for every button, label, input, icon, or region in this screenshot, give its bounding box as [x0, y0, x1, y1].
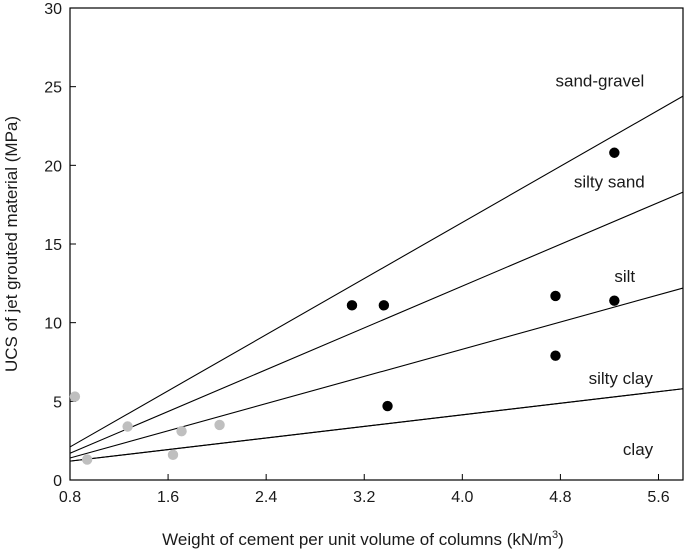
x-axis-label: Weight of cement per unit volume of colu…	[162, 529, 564, 549]
data-point	[346, 300, 358, 311]
data-point	[609, 147, 620, 158]
x-tick-label: 0.8	[59, 489, 81, 506]
x-tick-label: 4.8	[549, 489, 571, 506]
data-point	[382, 400, 393, 412]
data-point	[167, 449, 179, 461]
fit-line-clay	[69, 388, 684, 462]
y-tick-label: 15	[44, 237, 62, 254]
x-tick-label: 3.2	[353, 489, 375, 506]
data-point	[176, 426, 187, 437]
y-tick-label: 30	[44, 1, 62, 18]
y-tick-label: 10	[44, 316, 62, 333]
x-tick-label: 2.4	[255, 489, 277, 506]
y-tick-label: 20	[44, 158, 62, 175]
line-label-clay: clay	[623, 440, 654, 459]
line-label-silty-clay: silty clay	[589, 369, 654, 388]
line-label-silty-sand: silty sand	[574, 172, 645, 191]
x-tick-label: 1.6	[157, 489, 179, 506]
x-tick-label: 5.6	[647, 489, 669, 506]
fit-line-silty-sand	[69, 191, 684, 454]
line-labels: sand-gravel silty sand silt silty clay clay	[555, 72, 653, 459]
x-tick-label: 4.0	[451, 489, 473, 506]
data-point	[378, 300, 390, 311]
data-points	[69, 147, 620, 465]
fit-line-silt	[69, 287, 684, 459]
line-label-sand-gravel: sand-gravel	[555, 72, 644, 91]
fit-lines	[69, 95, 684, 462]
y-tick-label: 25	[44, 80, 62, 97]
data-point	[214, 419, 225, 431]
x-axis: 0.8 1.6 2.4 3.2 4.0 4.8 5.6	[59, 474, 670, 506]
data-point	[69, 391, 81, 402]
y-axis-label: UCS of jet grouted material (MPa)	[2, 116, 21, 372]
data-point	[81, 454, 93, 465]
y-tick-label: 5	[53, 394, 62, 411]
data-point	[122, 421, 133, 432]
y-tick-label: 0	[53, 473, 62, 490]
y-axis: 0 5 10 15 20 25 30	[44, 1, 76, 490]
data-point	[550, 350, 561, 361]
line-label-silt: silt	[614, 267, 635, 286]
data-point	[609, 295, 620, 306]
fit-line-sand-gravel	[69, 95, 684, 448]
data-point	[550, 290, 561, 302]
